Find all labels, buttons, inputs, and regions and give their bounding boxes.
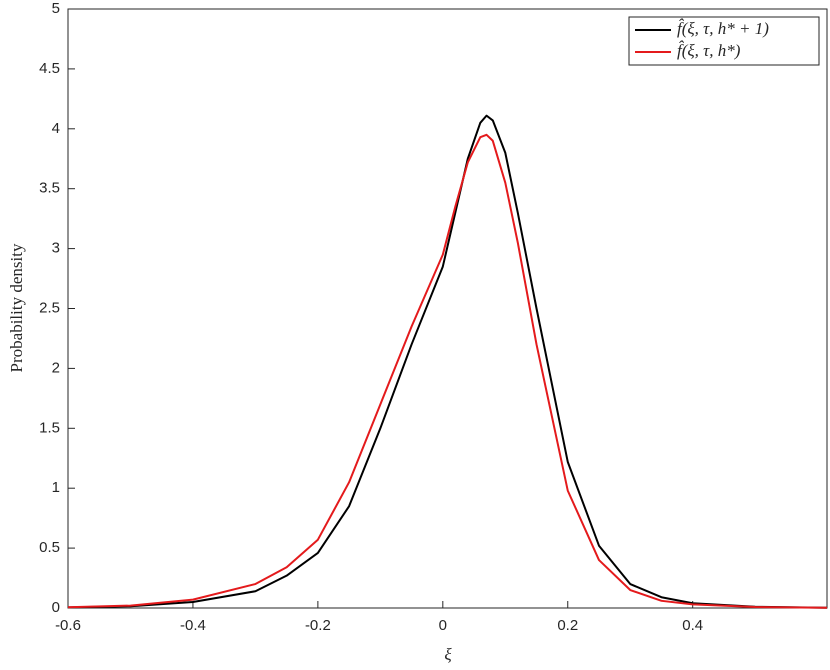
y-tick-label: 3.5 bbox=[39, 180, 60, 197]
legend-label: f̂(ξ, τ, h*) bbox=[677, 40, 741, 60]
y-tick-label: 4.5 bbox=[39, 60, 60, 77]
x-tick-label: -0.6 bbox=[55, 617, 81, 634]
x-axis-label: ξ bbox=[444, 645, 452, 664]
y-tick-label: 1 bbox=[52, 479, 60, 496]
y-tick-label: 4 bbox=[52, 120, 60, 137]
data-line bbox=[67, 133, 828, 609]
y-tick-label: 0.5 bbox=[39, 539, 60, 556]
y-tick-label: 3 bbox=[52, 240, 60, 257]
plot-frame bbox=[67, 8, 828, 609]
data-line bbox=[67, 114, 828, 609]
y-tick-label: 1.5 bbox=[39, 419, 60, 436]
legend-label: f̂(ξ, τ, h* + 1) bbox=[677, 18, 769, 38]
x-tick-label: 0.4 bbox=[682, 617, 703, 634]
y-tick-label: 2 bbox=[52, 359, 60, 376]
x-tick-label: 0 bbox=[439, 617, 447, 634]
x-tick-label: -0.4 bbox=[180, 617, 206, 634]
x-tick-label: 0.2 bbox=[557, 617, 578, 634]
y-axis-label: Probability density bbox=[7, 243, 26, 372]
y-tick-label: 2.5 bbox=[39, 299, 60, 316]
x-tick-label: -0.2 bbox=[305, 617, 331, 634]
y-tick-label: 0 bbox=[52, 599, 60, 616]
y-tick-label: 5 bbox=[52, 0, 60, 17]
legend-box bbox=[628, 16, 820, 66]
